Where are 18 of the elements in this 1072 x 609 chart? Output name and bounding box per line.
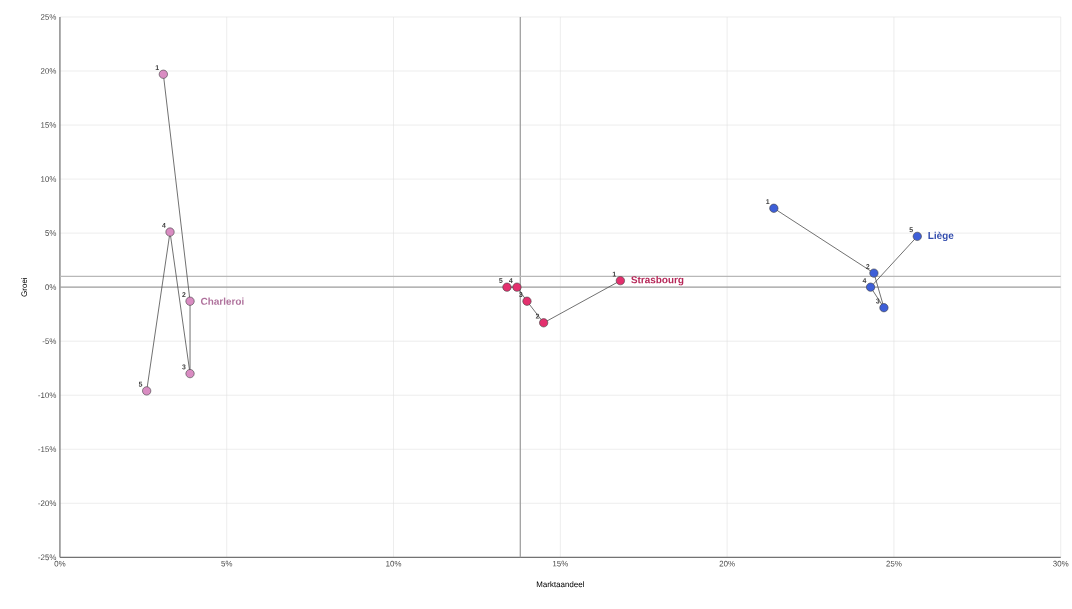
point [769, 203, 779, 213]
point [185, 368, 195, 378]
point [615, 276, 625, 286]
point [879, 303, 889, 313]
series-label: Liège [928, 231, 954, 241]
point [502, 282, 512, 292]
point [142, 386, 152, 396]
point [158, 69, 168, 79]
point [912, 231, 922, 241]
point [866, 282, 876, 292]
point [185, 296, 195, 306]
point [165, 227, 175, 237]
series-label: Strasbourg [631, 275, 684, 286]
point [522, 296, 532, 306]
point [869, 268, 879, 278]
point [512, 282, 522, 292]
point [539, 318, 549, 328]
series-label: Charleroi [200, 297, 244, 305]
